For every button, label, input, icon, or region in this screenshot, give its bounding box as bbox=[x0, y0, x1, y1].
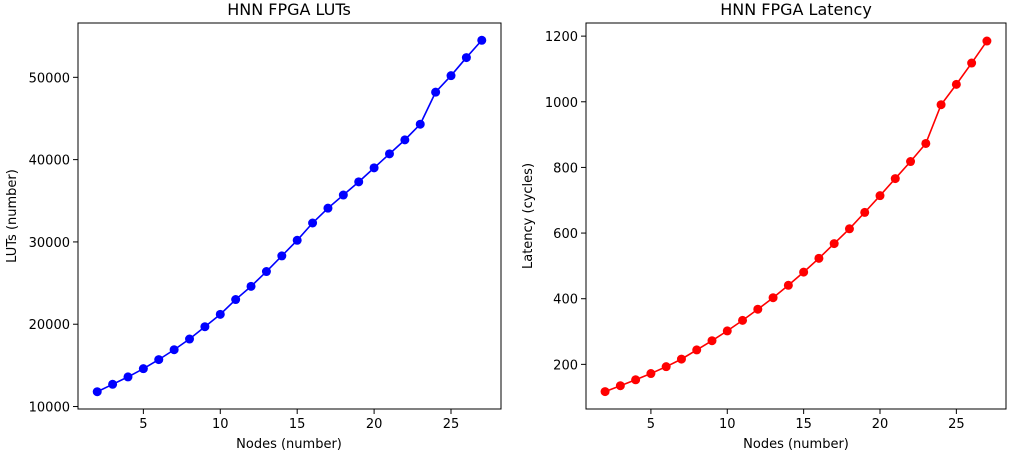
x-tick-label: 15 bbox=[795, 417, 812, 432]
latency-chart: HNN FPGA Latency Nodes (number) Latency … bbox=[521, 0, 1007, 452]
data-point bbox=[661, 362, 671, 372]
data-point bbox=[768, 293, 778, 303]
y-tick-label: 1200 bbox=[545, 30, 578, 45]
data-point bbox=[123, 372, 133, 382]
y-tick-label: 400 bbox=[553, 293, 578, 308]
data-point bbox=[477, 35, 487, 45]
plot-area bbox=[585, 22, 1007, 410]
y-axis-label: Latency (cycles) bbox=[521, 163, 536, 269]
data-point bbox=[814, 253, 824, 263]
data-point bbox=[185, 334, 195, 344]
data-point bbox=[936, 100, 946, 110]
data-point bbox=[738, 315, 748, 325]
data-point bbox=[323, 203, 333, 213]
data-point bbox=[753, 304, 763, 314]
data-point bbox=[707, 336, 717, 346]
x-tick-label: 5 bbox=[139, 417, 147, 432]
data-point bbox=[292, 235, 302, 245]
data-point bbox=[384, 149, 394, 159]
x-tick-label: 10 bbox=[212, 417, 229, 432]
y-tick-label: 50000 bbox=[29, 71, 70, 86]
data-point bbox=[875, 191, 885, 201]
data-point bbox=[138, 364, 148, 374]
y-tick-label: 40000 bbox=[29, 154, 70, 169]
y-tick-label: 1000 bbox=[545, 96, 578, 111]
x-axis-label: Nodes (number) bbox=[236, 437, 342, 452]
data-point bbox=[783, 280, 793, 290]
data-point bbox=[446, 71, 456, 81]
y-tick-label: 10000 bbox=[29, 401, 70, 416]
series-line bbox=[604, 40, 988, 393]
y-tick-label: 20000 bbox=[29, 318, 70, 333]
data-point bbox=[631, 375, 641, 385]
data-point bbox=[461, 53, 471, 63]
data-point bbox=[906, 157, 916, 167]
data-point bbox=[400, 135, 410, 145]
y-axis-label: LUTs (number) bbox=[5, 169, 20, 263]
data-point bbox=[231, 295, 241, 305]
data-point bbox=[154, 355, 164, 365]
data-point bbox=[215, 309, 225, 319]
x-tick-label: 15 bbox=[289, 417, 306, 432]
x-tick-label: 10 bbox=[719, 417, 736, 432]
data-point bbox=[431, 87, 441, 97]
data-point bbox=[369, 163, 379, 173]
data-point bbox=[108, 379, 118, 389]
data-point bbox=[261, 267, 271, 277]
series-line bbox=[96, 39, 483, 393]
x-tick-label: 5 bbox=[647, 417, 655, 432]
data-point bbox=[951, 79, 961, 89]
plot-area bbox=[77, 22, 502, 410]
data-point bbox=[692, 345, 702, 355]
luts-chart: HNN FPGA LUTs Nodes (number) LUTs (numbe… bbox=[5, 0, 502, 452]
data-point bbox=[246, 281, 256, 291]
data-point bbox=[646, 369, 656, 379]
data-point bbox=[169, 345, 179, 355]
data-point bbox=[308, 218, 318, 228]
x-tick-label: 20 bbox=[366, 417, 383, 432]
data-point bbox=[799, 267, 809, 277]
y-tick-label: 200 bbox=[553, 358, 578, 373]
x-axis-label: Nodes (number) bbox=[743, 437, 849, 452]
data-point bbox=[92, 387, 102, 397]
y-tick-label: 600 bbox=[553, 227, 578, 242]
data-point bbox=[722, 326, 732, 336]
data-point bbox=[338, 190, 348, 200]
data-point bbox=[890, 174, 900, 184]
chart-title: HNN FPGA Latency bbox=[720, 0, 872, 19]
data-point bbox=[844, 224, 854, 234]
y-tick-label: 30000 bbox=[29, 236, 70, 251]
data-point bbox=[600, 387, 610, 397]
data-point bbox=[829, 239, 839, 249]
data-point bbox=[200, 322, 210, 332]
data-point bbox=[415, 119, 425, 129]
data-point bbox=[354, 177, 364, 187]
x-tick-label: 25 bbox=[948, 417, 965, 432]
data-point bbox=[860, 207, 870, 217]
data-point bbox=[277, 251, 287, 261]
data-point bbox=[982, 36, 992, 46]
x-tick-label: 25 bbox=[443, 417, 460, 432]
data-point bbox=[615, 381, 625, 391]
x-tick-label: 20 bbox=[872, 417, 889, 432]
chart-title: HNN FPGA LUTs bbox=[227, 0, 351, 19]
data-point bbox=[921, 138, 931, 148]
data-point bbox=[967, 58, 977, 68]
y-tick-label: 800 bbox=[553, 161, 578, 176]
data-point bbox=[676, 354, 686, 364]
